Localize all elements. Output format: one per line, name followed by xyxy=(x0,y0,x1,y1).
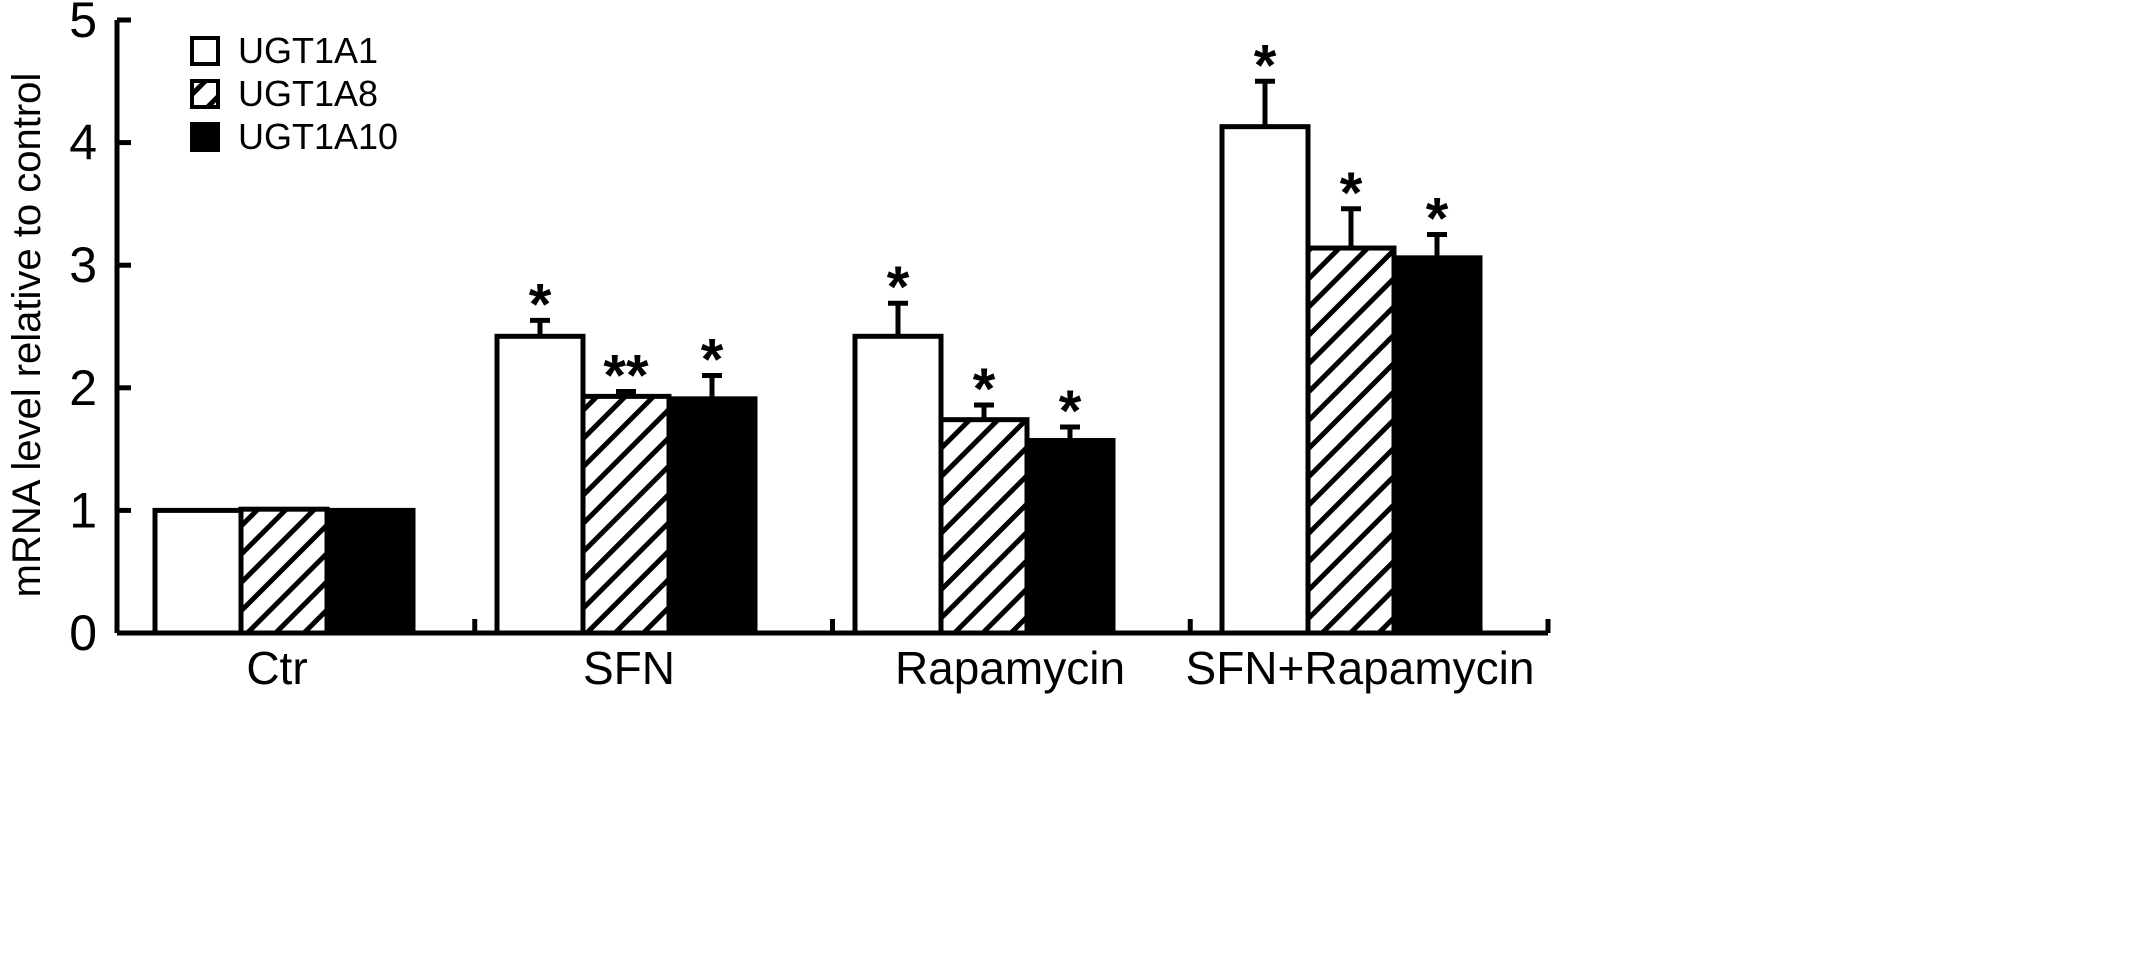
bar xyxy=(1024,438,1116,636)
legend-label: UGT1A8 xyxy=(238,73,378,114)
significance-marker: * xyxy=(1426,187,1449,252)
legend-label: UGT1A1 xyxy=(238,30,378,71)
bar xyxy=(152,507,244,636)
legend-label: UGT1A10 xyxy=(238,116,398,157)
y-tick-label: 5 xyxy=(69,0,97,48)
bar xyxy=(494,333,586,636)
y-tick-label: 3 xyxy=(69,237,97,293)
legend-swatch xyxy=(190,122,220,152)
y-tick-label: 1 xyxy=(69,482,97,538)
significance-marker: * xyxy=(973,357,996,422)
x-category-label: SFN xyxy=(583,642,675,694)
x-category-label: Rapamycin xyxy=(895,642,1125,694)
significance-marker: * xyxy=(1254,33,1277,98)
legend-swatch xyxy=(190,36,220,66)
bar xyxy=(324,507,416,636)
bar xyxy=(238,506,330,636)
bar xyxy=(938,417,1030,636)
bar xyxy=(1305,245,1397,636)
bar xyxy=(1219,124,1311,636)
y-tick-label: 4 xyxy=(69,115,97,171)
significance-marker: * xyxy=(1059,379,1082,444)
bar xyxy=(580,393,672,636)
y-tick-label: 2 xyxy=(69,360,97,416)
y-tick-label: 0 xyxy=(69,605,97,661)
significance-marker: * xyxy=(701,328,724,393)
x-category-label: SFN+Rapamycin xyxy=(1186,642,1535,694)
legend-swatch xyxy=(190,79,220,109)
significance-marker: * xyxy=(529,272,552,337)
x-category-label: Ctr xyxy=(246,642,307,694)
significance-marker: * xyxy=(1340,161,1363,226)
y-axis-title: mRNA level relative to control xyxy=(5,73,49,598)
bar xyxy=(1391,255,1483,636)
significance-marker: * xyxy=(887,255,910,320)
bar xyxy=(852,333,944,636)
bar xyxy=(666,396,758,636)
significance-marker: ** xyxy=(603,343,649,408)
